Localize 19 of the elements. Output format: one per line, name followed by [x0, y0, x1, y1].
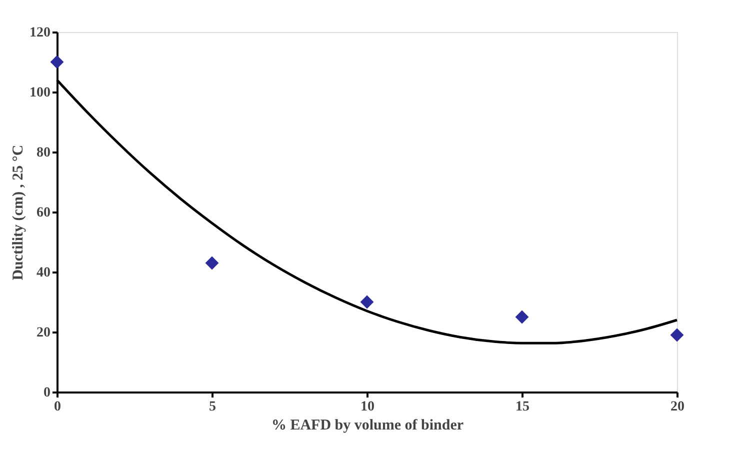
y-tick-label: 60 [36, 206, 50, 220]
x-tick-label: 0 [54, 400, 61, 414]
point [515, 310, 529, 324]
y-tick-label: 100 [30, 86, 50, 100]
x-tick-label: 20 [670, 400, 684, 414]
y-tick-label: 40 [36, 266, 50, 280]
point [50, 55, 64, 69]
point [670, 328, 684, 342]
y-tick-label: 0 [44, 386, 50, 400]
y-tick-label: 80 [36, 146, 50, 160]
y-tick-label: 120 [30, 26, 50, 40]
y-tick-label: 20 [36, 326, 50, 340]
y-axis-title: Ductility (cm) , 25 °C [10, 144, 26, 280]
x-tick-label: 15 [516, 400, 530, 414]
point [205, 256, 219, 270]
x-axis-title: % EAFD by volume of binder [271, 418, 464, 434]
x-tick-label: 5 [209, 400, 216, 414]
point [360, 295, 374, 309]
x-tick-label: 10 [360, 400, 374, 414]
